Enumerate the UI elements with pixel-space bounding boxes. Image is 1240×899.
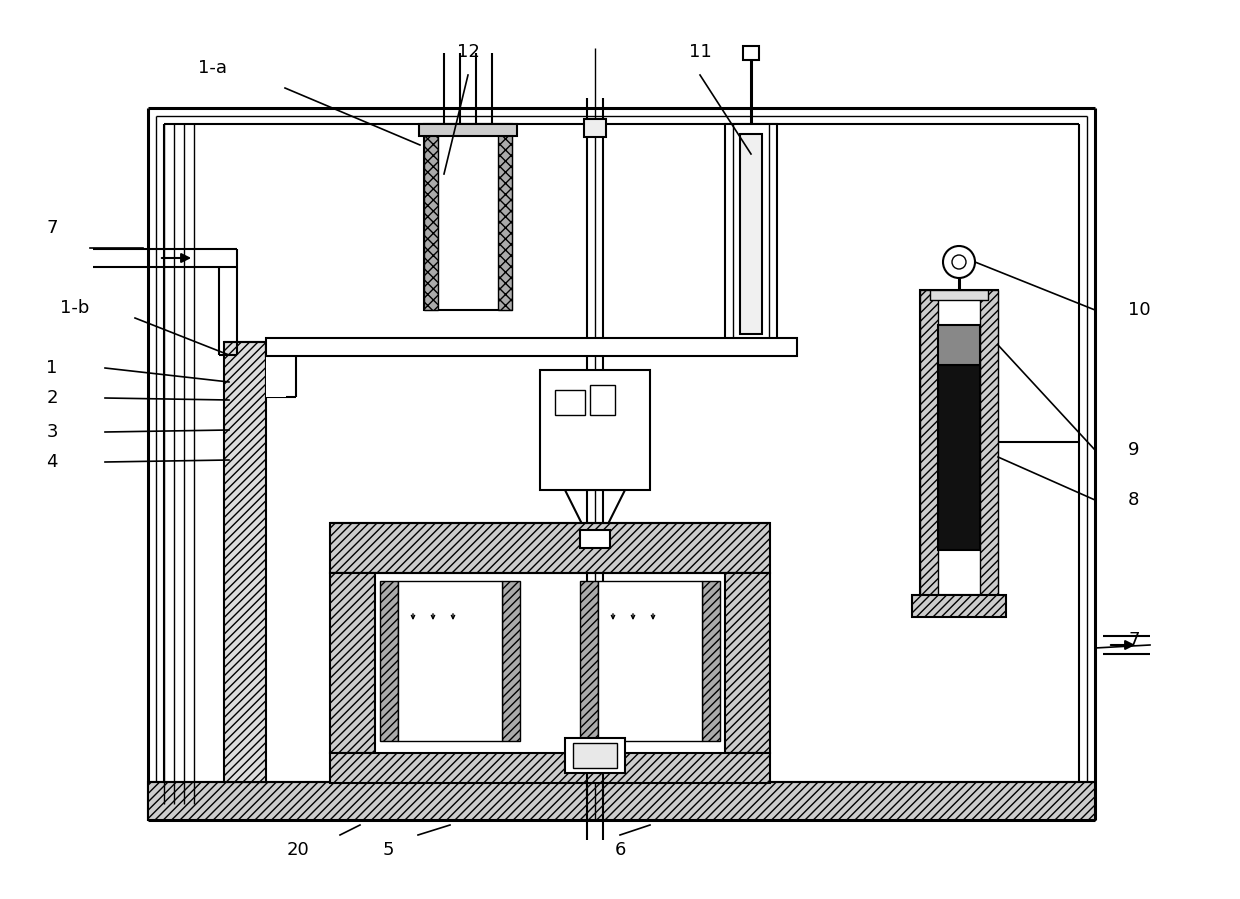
Bar [330, 523, 770, 573]
Text: 9: 9 [1128, 441, 1140, 459]
Text: 3: 3 [46, 423, 58, 441]
Bar [937, 365, 980, 550]
Bar [267, 338, 797, 356]
Text: 10: 10 [1128, 301, 1151, 319]
Bar [556, 390, 585, 415]
Bar [424, 124, 438, 310]
Bar [330, 573, 374, 753]
Text: 7: 7 [46, 219, 58, 237]
Bar [920, 290, 937, 595]
Bar [224, 342, 267, 782]
Text: 6: 6 [614, 841, 626, 859]
Bar [398, 581, 502, 741]
Text: 20: 20 [286, 841, 309, 859]
Bar [424, 124, 512, 310]
Bar [920, 290, 998, 595]
Text: 1: 1 [46, 359, 58, 377]
Bar [725, 573, 770, 753]
Text: 1-a: 1-a [198, 59, 227, 77]
Bar [584, 119, 606, 137]
Bar [743, 46, 759, 60]
Bar [330, 753, 770, 783]
Bar [267, 342, 286, 397]
Text: 8: 8 [1128, 491, 1140, 509]
Text: 2: 2 [46, 389, 58, 407]
Text: 11: 11 [688, 43, 712, 61]
Bar [539, 370, 650, 490]
Bar [419, 124, 517, 136]
Bar [498, 124, 512, 310]
Bar [580, 581, 598, 741]
Bar [502, 581, 520, 741]
Bar [148, 782, 1095, 820]
Bar [590, 385, 615, 415]
Bar [725, 124, 777, 344]
Bar [930, 290, 988, 300]
Bar [980, 290, 998, 595]
Bar [598, 581, 702, 741]
Text: 7: 7 [1128, 631, 1140, 649]
Bar [379, 581, 398, 741]
Bar [565, 738, 625, 773]
Text: 12: 12 [456, 43, 480, 61]
Bar [702, 581, 720, 741]
Bar [740, 134, 763, 334]
Circle shape [952, 255, 966, 269]
Text: 5: 5 [382, 841, 394, 859]
Bar [911, 595, 1006, 617]
Bar [573, 743, 618, 768]
Circle shape [942, 246, 975, 278]
Bar [937, 325, 980, 365]
Bar [580, 530, 610, 548]
Text: 1-b: 1-b [61, 299, 89, 317]
Text: 4: 4 [46, 453, 58, 471]
